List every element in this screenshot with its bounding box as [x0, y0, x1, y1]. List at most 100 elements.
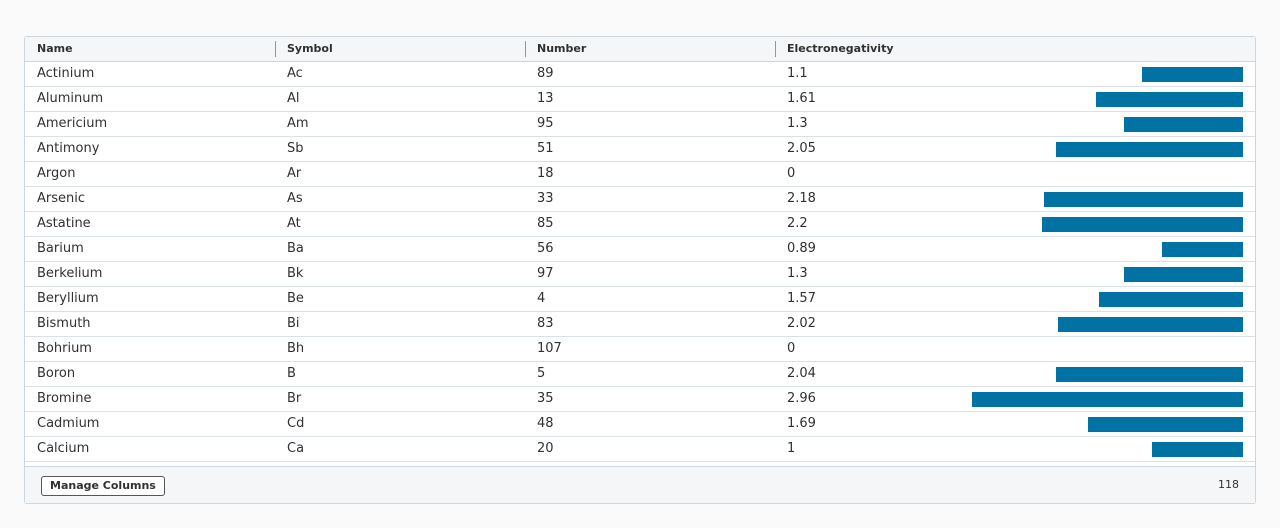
cell-symbol: Cd: [287, 416, 305, 431]
cell-name: Bismuth: [37, 316, 91, 331]
table-row[interactable]: Argon Ar 18 0: [25, 162, 1255, 187]
cell-electronegativity: 2.2: [787, 216, 808, 231]
electronegativity-bar: [1162, 242, 1243, 257]
column-header-electronegativity[interactable]: Electronegativity: [787, 42, 894, 55]
cell-number: 33: [537, 191, 554, 206]
cell-symbol: Al: [287, 91, 300, 106]
table-row[interactable]: Barium Ba 56 0.89: [25, 237, 1255, 262]
cell-symbol: At: [287, 216, 301, 231]
electronegativity-bar: [1124, 267, 1243, 282]
cell-number: 56: [537, 241, 554, 256]
electronegativity-bar: [1124, 117, 1243, 132]
cell-name: Argon: [37, 166, 76, 181]
electronegativity-bar: [1056, 142, 1243, 157]
table-row[interactable]: Cadmium Cd 48 1.69: [25, 412, 1255, 437]
electronegativity-bar: [1044, 192, 1243, 207]
table-row[interactable]: Americium Am 95 1.3: [25, 112, 1255, 137]
cell-electronegativity: 0: [787, 341, 796, 356]
cell-name: Cadmium: [37, 416, 100, 431]
table-row[interactable]: Beryllium Be 4 1.57: [25, 287, 1255, 312]
table-row[interactable]: Bismuth Bi 83 2.02: [25, 312, 1255, 337]
cell-number: 13: [537, 91, 554, 106]
cell-electronegativity: 1.69: [787, 416, 816, 431]
cell-number: 20: [537, 441, 554, 456]
total-item-count: 118: [1218, 478, 1239, 491]
cell-electronegativity: 2.05: [787, 141, 816, 156]
cell-electronegativity: 0: [787, 166, 796, 181]
cell-number: 107: [537, 341, 562, 356]
cell-electronegativity: 1.3: [787, 266, 808, 281]
cell-symbol: Am: [287, 116, 309, 131]
cell-electronegativity: 2.18: [787, 191, 816, 206]
cell-electronegativity: 0.89: [787, 241, 816, 256]
cell-number: 5: [537, 366, 546, 381]
table-row[interactable]: Actinium Ac 89 1.1: [25, 62, 1255, 87]
column-resize-handle-number[interactable]: [775, 41, 776, 57]
cell-symbol: Be: [287, 291, 304, 306]
table-row[interactable]: Bohrium Bh 107 0: [25, 337, 1255, 362]
cell-name: Americium: [37, 116, 108, 131]
column-header-number[interactable]: Number: [537, 42, 587, 55]
electronegativity-bar: [1042, 217, 1243, 232]
datagrid-body: Actinium Ac 89 1.1 Aluminum Al 13 1.61 Americium…: [25, 62, 1255, 462]
datagrid-header: Name Symbol Number Electronegativity: [25, 37, 1255, 62]
cell-name: Barium: [37, 241, 84, 256]
cell-symbol: Ca: [287, 441, 305, 456]
cell-electronegativity: 1.3: [787, 116, 808, 131]
column-header-name[interactable]: Name: [37, 42, 73, 55]
cell-number: 97: [537, 266, 554, 281]
cell-symbol: Ar: [287, 166, 302, 181]
table-row[interactable]: Antimony Sb 51 2.05: [25, 137, 1255, 162]
cell-number: 4: [537, 291, 546, 306]
table-row[interactable]: Aluminum Al 13 1.61: [25, 87, 1255, 112]
table-row[interactable]: Calcium Ca 20 1: [25, 437, 1255, 462]
cell-symbol: Sb: [287, 141, 304, 156]
cell-name: Calcium: [37, 441, 90, 456]
cell-electronegativity: 2.02: [787, 316, 816, 331]
cell-symbol: Br: [287, 391, 302, 406]
cell-name: Beryllium: [37, 291, 99, 306]
cell-number: 89: [537, 66, 554, 81]
cell-symbol: Ac: [287, 66, 303, 81]
electronegativity-bar: [1152, 442, 1243, 457]
electronegativity-bar: [972, 392, 1243, 407]
cell-electronegativity: 2.04: [787, 366, 816, 381]
cell-number: 51: [537, 141, 554, 156]
cell-name: Astatine: [37, 216, 91, 231]
cell-name: Berkelium: [37, 266, 103, 281]
cell-number: 18: [537, 166, 554, 181]
cell-name: Actinium: [37, 66, 95, 81]
cell-number: 95: [537, 116, 554, 131]
cell-name: Arsenic: [37, 191, 86, 206]
manage-columns-button[interactable]: Manage Columns: [41, 476, 165, 496]
cell-symbol: Bi: [287, 316, 300, 331]
table-row[interactable]: Bromine Br 35 2.96: [25, 387, 1255, 412]
cell-name: Bromine: [37, 391, 92, 406]
cell-number: 83: [537, 316, 554, 331]
cell-number: 48: [537, 416, 554, 431]
cell-symbol: As: [287, 191, 303, 206]
electronegativity-bar: [1142, 67, 1243, 82]
column-resize-handle-name[interactable]: [275, 41, 276, 57]
column-resize-handle-symbol[interactable]: [525, 41, 526, 57]
table-row[interactable]: Boron B 5 2.04: [25, 362, 1255, 387]
electronegativity-bar: [1058, 317, 1243, 332]
cell-electronegativity: 1.57: [787, 291, 816, 306]
cell-electronegativity: 1.1: [787, 66, 808, 81]
cell-symbol: Bh: [287, 341, 305, 356]
cell-symbol: Ba: [287, 241, 304, 256]
cell-electronegativity: 1: [787, 441, 796, 456]
cell-electronegativity: 1.61: [787, 91, 816, 106]
cell-number: 35: [537, 391, 554, 406]
column-header-symbol[interactable]: Symbol: [287, 42, 333, 55]
cell-symbol: Bk: [287, 266, 304, 281]
table-row[interactable]: Berkelium Bk 97 1.3: [25, 262, 1255, 287]
datagrid-footer: Manage Columns 118: [25, 466, 1255, 503]
table-row[interactable]: Astatine At 85 2.2: [25, 212, 1255, 237]
cell-name: Antimony: [37, 141, 100, 156]
datagrid: Name Symbol Number Electronegativity Act…: [24, 36, 1256, 504]
electronegativity-bar: [1056, 367, 1243, 382]
electronegativity-bar: [1088, 417, 1243, 432]
table-row[interactable]: Arsenic As 33 2.18: [25, 187, 1255, 212]
cell-symbol: B: [287, 366, 296, 381]
